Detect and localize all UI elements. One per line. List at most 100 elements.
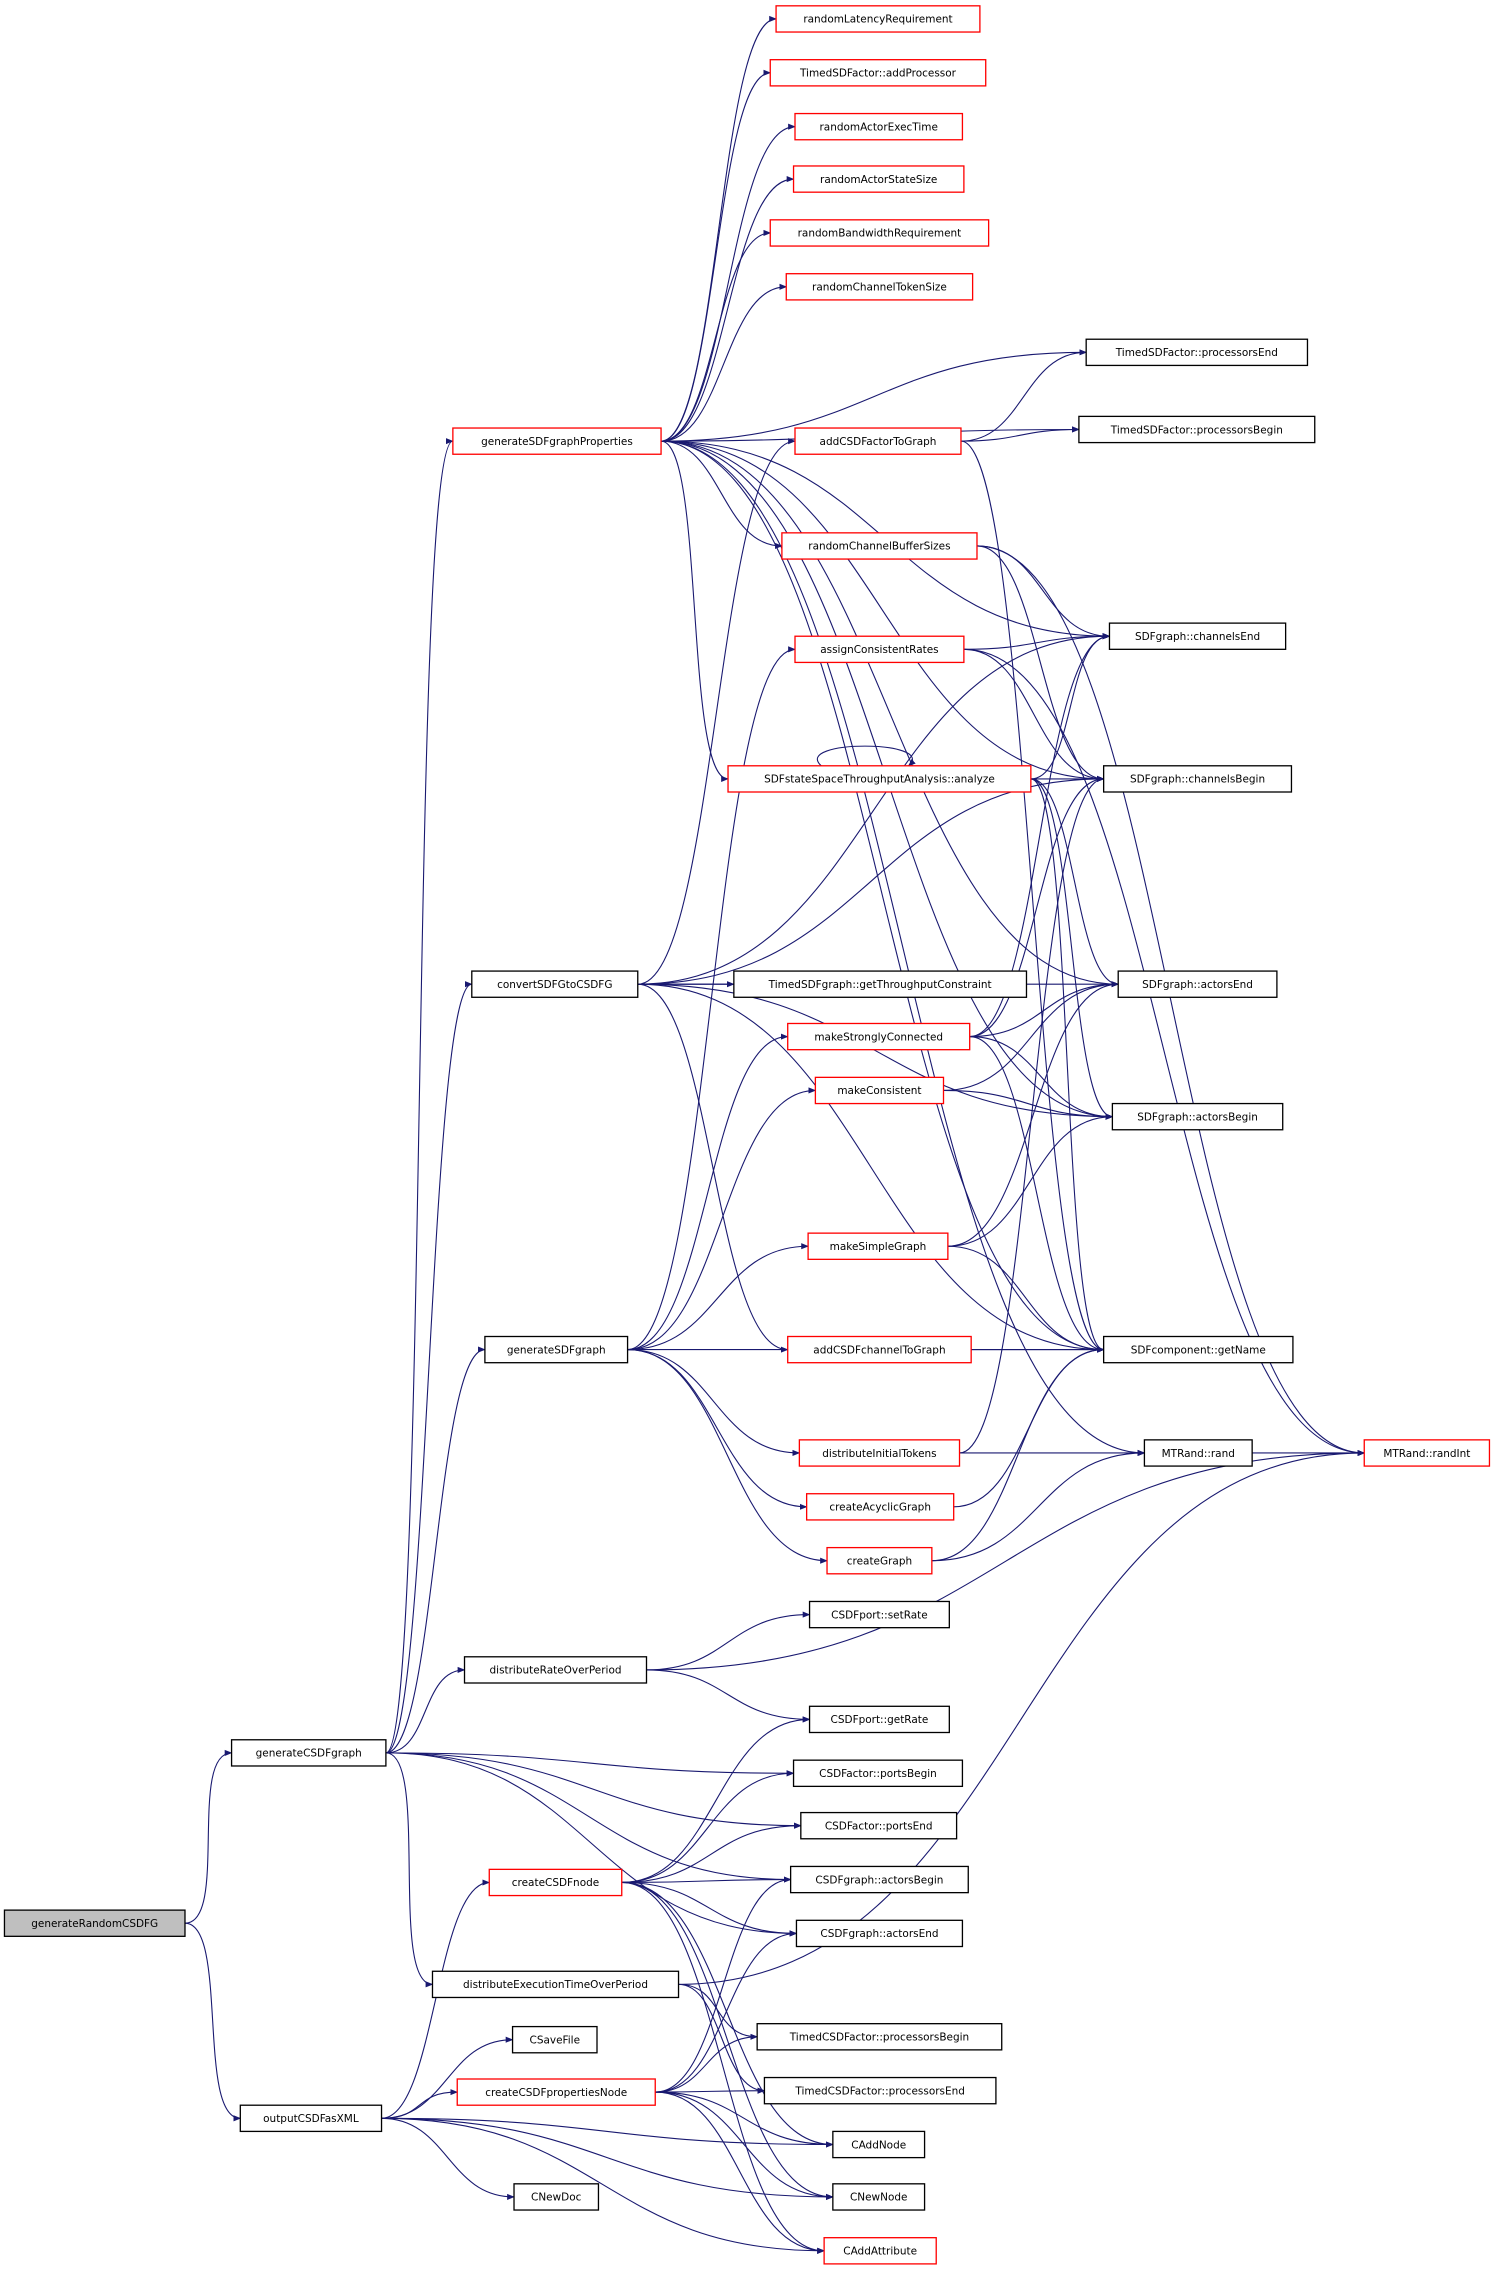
node-createcsdfnode[interactable]: createCSDFnode [488, 1868, 623, 1897]
node-box [807, 1232, 949, 1260]
node-label: SDFstateSpaceThroughputAnalysis::analyze [764, 774, 995, 786]
node-box [1117, 970, 1278, 998]
node-box [1143, 1439, 1253, 1467]
edge-makeconsistent-to-sdfgraph-actorsbegin [943, 1089, 1114, 1120]
edge-generatecsdfgraph-to-convertsdfgtocsdfg [385, 981, 473, 1754]
node-sdfgraph-actorsbegin[interactable]: SDFgraph::actorsBegin [1111, 1102, 1284, 1131]
node-makesimplegraph[interactable]: makeSimpleGraph [807, 1232, 949, 1260]
node-addcsdfchanneltograph[interactable]: addCSDFchannelToGraph [787, 1335, 972, 1364]
node-mtrand-rand[interactable]: MTRand::rand [1143, 1439, 1253, 1467]
node-box [763, 2076, 997, 2105]
node-timedsdfactor-addprocessor[interactable]: TimedSDFactor::addProcessor [769, 59, 987, 87]
node-makeconsistent[interactable]: makeConsistent [814, 1076, 945, 1105]
edge-addcsdfactortograph-to-sdfcomponent-getname [960, 440, 1105, 1353]
node-randombandwidthrequirement[interactable]: randomBandwidthRequirement [769, 219, 990, 247]
edge-generatecsdfgraph-to-csdfgraph-actorsbegin [385, 1752, 792, 1883]
node-cnewdoc[interactable]: CNewDoc [513, 2183, 600, 2211]
node-caddnode[interactable]: CAddNode [832, 2130, 926, 2159]
node-label: convertSDFGtoCSDFG [497, 979, 612, 991]
node-box [727, 765, 1032, 793]
edge-generatecsdfgraph-to-csdfgraph-actorsend [385, 1752, 798, 1937]
edge-outputcsdfasxml-to-cnewdoc [381, 2117, 515, 2200]
node-box [431, 1970, 680, 1999]
node-createcsdfpropertiesnode[interactable]: createCSDFpropertiesNode [456, 2078, 656, 2106]
edge-generatecsdfgraph-to-generatesdfgraphproperties [385, 438, 454, 1754]
edge-assignconsistentrates-to-mtrand-randint [963, 648, 1366, 1457]
node-assignconsistentrates[interactable]: assignConsistentRates [794, 635, 965, 664]
node-csdfport-setrate[interactable]: CSDFport::setRate [808, 1600, 950, 1629]
node-label: TimedCSDFactor::processorsEnd [794, 2085, 964, 2097]
node-sdfstatespacethroughputanalysis-analyze[interactable]: SDFstateSpaceThroughputAnalysis::analyze [727, 765, 1032, 793]
node-creategraph[interactable]: createGraph [826, 1546, 933, 1575]
node-distributerateoverperiod[interactable]: distributeRateOverPeriod [463, 1656, 648, 1684]
node-csavefile[interactable]: CSaveFile [511, 2025, 598, 2054]
node-label: CSaveFile [530, 2034, 581, 2046]
edge-generatesdfgraphproperties-to-randomlatencyrequirement [661, 15, 777, 442]
node-box [756, 2023, 1003, 2051]
node-box [800, 1811, 958, 1840]
node-label: makeSimpleGraph [830, 1241, 927, 1253]
node-timedcsdfactor-processorsend[interactable]: TimedCSDFactor::processorsEnd [763, 2076, 997, 2105]
edge-createcsdfnode-to-csdfgraph-actorsend [621, 1881, 798, 1937]
node-label: CSDFactor::portsBegin [819, 1768, 937, 1780]
node-caddattribute[interactable]: CAddAttribute [823, 2237, 937, 2265]
node-label: assignConsistentRates [820, 644, 938, 656]
edge-outputcsdfasxml-to-caddattribute [381, 2117, 825, 2254]
node-randomactorexectime[interactable]: randomActorExecTime [794, 112, 964, 141]
edge-generatesdfgraph-to-distributeinitialtokens [627, 1349, 801, 1457]
edge-generatesdfgraphproperties-to-timedsdfactor-addprocessor [661, 69, 772, 442]
edge-generatesdfgraph-to-makesimplegraph [627, 1243, 809, 1351]
node-distributeinitialtokens[interactable]: distributeInitialTokens [798, 1439, 961, 1467]
node-sdfgraph-channelsbegin[interactable]: SDFgraph::channelsBegin [1102, 765, 1293, 793]
node-generatecsdfgraph[interactable]: generateCSDFgraph [230, 1739, 387, 1767]
node-outputcsdfasxml[interactable]: outputCSDFasXML [239, 2104, 383, 2133]
node-box [488, 1868, 623, 1897]
node-box [230, 1739, 387, 1767]
node-timedsdfgraph-getthroughputconstraint[interactable]: TimedSDFgraph::getThroughputConstraint [733, 970, 1028, 998]
node-box [823, 2237, 937, 2265]
node-box [832, 2183, 926, 2211]
node-randomchannelbuffersizes[interactable]: randomChannelBufferSizes [781, 532, 978, 560]
node-box [769, 59, 987, 87]
node-csdfactor-portsend[interactable]: CSDFactor::portsEnd [800, 1811, 958, 1840]
node-box [1085, 338, 1309, 367]
node-sdfcomponent-getname[interactable]: SDFcomponent::getName [1102, 1335, 1294, 1364]
node-box [814, 1076, 945, 1105]
node-box [808, 1705, 950, 1734]
node-cnewnode[interactable]: CNewNode [832, 2183, 926, 2211]
node-makestronglyconnected[interactable]: makeStronglyConnected [787, 1022, 971, 1051]
node-csdfport-getrate[interactable]: CSDFport::getRate [808, 1705, 950, 1734]
node-randomlatencyrequirement[interactable]: randomLatencyRequirement [775, 5, 981, 33]
node-sdfgraph-actorsend[interactable]: SDFgraph::actorsEnd [1117, 970, 1278, 998]
node-box [787, 1022, 971, 1051]
node-timedsdfactor-processorsend[interactable]: TimedSDFactor::processorsEnd [1085, 338, 1309, 367]
edge-makestronglyconnected-to-sdfgraph-actorsbegin [969, 1036, 1114, 1120]
edge-makestronglyconnected-to-sdfcomponent-getname [969, 1036, 1105, 1353]
node-timedsdfactor-processorsbegin[interactable]: TimedSDFactor::processorsBegin [1078, 415, 1316, 444]
edge-generatesdfgraphproperties-to-sdfgraph-channelsbegin [661, 440, 1105, 782]
node-generaterandomcsdfg[interactable]: generateRandomCSDFG [3, 1909, 186, 1937]
edge-distributerateoverperiod-to-csdfport-setrate [646, 1611, 811, 1671]
node-box [808, 1600, 950, 1629]
node-createacyclicgraph[interactable]: createAcyclicGraph [805, 1493, 955, 1521]
node-csdfactor-portsbegin[interactable]: CSDFactor::portsBegin [792, 1759, 964, 1788]
node-distributeexecutiontimeoverperiod[interactable]: distributeExecutionTimeOverPeriod [431, 1970, 680, 1999]
node-csdfgraph-actorsbegin[interactable]: CSDFgraph::actorsBegin [789, 1865, 969, 1894]
node-generatesdfgraphproperties[interactable]: generateSDFgraphProperties [452, 427, 662, 455]
edge-createcsdfnode-to-csdfgraph-actorsbegin [621, 1876, 792, 1884]
edge-sdfstatespacethroughputanalysis-analyze-to-sdfstatespacethroughputanalysis-analyze [817, 745, 916, 767]
edge-generatesdfgraphproperties-to-randombandwidthrequirement [661, 229, 772, 442]
node-sdfgraph-channelsend[interactable]: SDFgraph::channelsEnd [1108, 622, 1287, 650]
node-addcsdfactortograph[interactable]: addCSDFactorToGraph [794, 427, 962, 455]
node-mtrand-randint[interactable]: MTRand::randInt [1363, 1439, 1491, 1467]
node-csdfgraph-actorsend[interactable]: CSDFgraph::actorsEnd [795, 1919, 964, 1948]
node-randomactorstatesize[interactable]: randomActorStateSize [792, 165, 965, 193]
node-convertsdfgtocsdfg[interactable]: convertSDFGtoCSDFG [471, 970, 639, 998]
node-generatesdfgraph[interactable]: generateSDFgraph [484, 1335, 629, 1364]
edge-createcsdfpropertiesnode-to-caddnode [655, 2091, 834, 2148]
node-randomchanneltokensize[interactable]: randomChannelTokenSize [785, 273, 974, 301]
node-box [733, 970, 1028, 998]
node-box [795, 1919, 964, 1948]
node-box [1102, 1335, 1294, 1364]
node-timedcsdfactor-processorsbegin[interactable]: TimedCSDFactor::processorsBegin [756, 2023, 1003, 2051]
